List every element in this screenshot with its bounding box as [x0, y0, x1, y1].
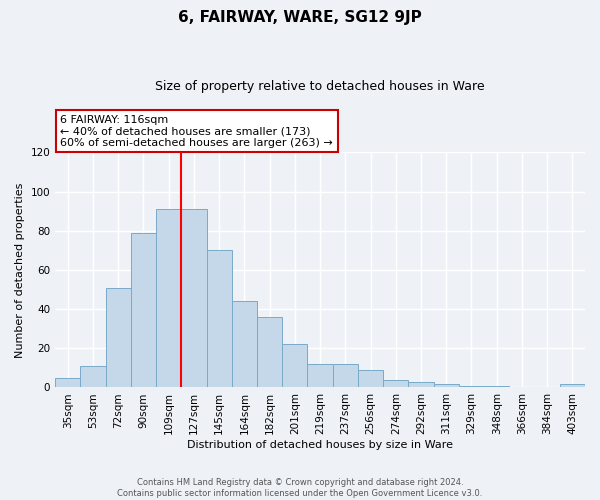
Bar	[409, 382, 434, 388]
Bar	[131, 233, 156, 388]
Bar	[80, 366, 106, 388]
Bar	[459, 386, 484, 388]
Bar	[307, 364, 332, 388]
Text: Contains HM Land Registry data © Crown copyright and database right 2024.
Contai: Contains HM Land Registry data © Crown c…	[118, 478, 482, 498]
Bar	[484, 386, 509, 388]
Bar	[206, 250, 232, 388]
Bar	[181, 210, 206, 388]
Bar	[106, 288, 131, 388]
Title: Size of property relative to detached houses in Ware: Size of property relative to detached ho…	[155, 80, 485, 93]
Bar	[332, 364, 358, 388]
Bar	[383, 380, 409, 388]
Text: 6 FAIRWAY: 116sqm
← 40% of detached houses are smaller (173)
60% of semi-detache: 6 FAIRWAY: 116sqm ← 40% of detached hous…	[61, 114, 333, 148]
Y-axis label: Number of detached properties: Number of detached properties	[15, 182, 25, 358]
Bar	[55, 378, 80, 388]
X-axis label: Distribution of detached houses by size in Ware: Distribution of detached houses by size …	[187, 440, 453, 450]
Bar	[232, 302, 257, 388]
Bar	[282, 344, 307, 388]
Bar	[156, 210, 181, 388]
Text: 6, FAIRWAY, WARE, SG12 9JP: 6, FAIRWAY, WARE, SG12 9JP	[178, 10, 422, 25]
Bar	[560, 384, 585, 388]
Bar	[257, 317, 282, 388]
Bar	[358, 370, 383, 388]
Bar	[434, 384, 459, 388]
